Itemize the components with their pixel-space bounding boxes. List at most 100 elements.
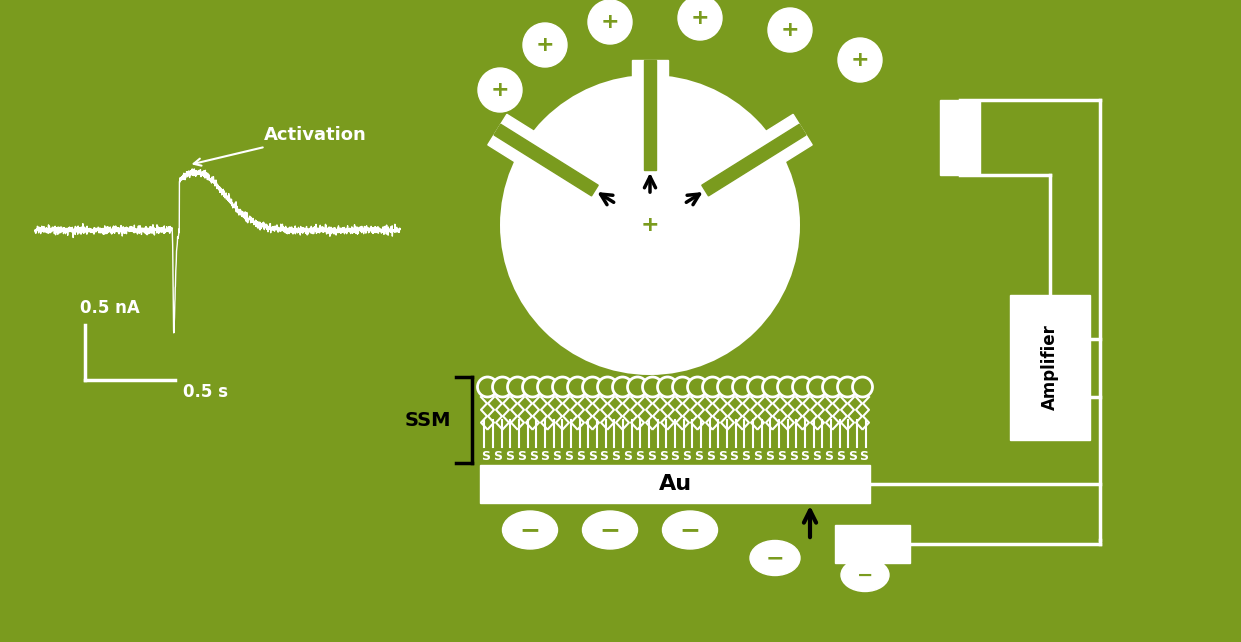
Circle shape bbox=[658, 377, 678, 397]
Text: S: S bbox=[599, 451, 608, 464]
Ellipse shape bbox=[841, 559, 889, 591]
Circle shape bbox=[630, 205, 670, 245]
Circle shape bbox=[628, 377, 648, 397]
Text: S: S bbox=[588, 451, 597, 464]
Circle shape bbox=[606, 180, 695, 270]
Text: S: S bbox=[647, 451, 655, 464]
Text: S: S bbox=[683, 451, 691, 464]
Text: S: S bbox=[659, 451, 668, 464]
Circle shape bbox=[673, 377, 692, 397]
Circle shape bbox=[838, 377, 858, 397]
Circle shape bbox=[508, 377, 527, 397]
Text: 0.5 nA: 0.5 nA bbox=[79, 299, 140, 317]
Text: +: + bbox=[691, 8, 710, 28]
Circle shape bbox=[768, 8, 812, 52]
Circle shape bbox=[808, 377, 828, 397]
Text: +: + bbox=[490, 80, 509, 100]
Circle shape bbox=[500, 75, 800, 375]
Circle shape bbox=[838, 38, 882, 82]
Circle shape bbox=[688, 377, 707, 397]
Circle shape bbox=[613, 377, 633, 397]
Text: S: S bbox=[670, 451, 680, 464]
Ellipse shape bbox=[750, 541, 800, 575]
Bar bbox=[480, 465, 870, 503]
Circle shape bbox=[493, 377, 513, 397]
Text: S: S bbox=[505, 451, 514, 464]
Circle shape bbox=[522, 23, 567, 67]
Text: S: S bbox=[789, 451, 798, 464]
Text: Amplifier: Amplifier bbox=[1041, 325, 1059, 410]
Text: S: S bbox=[516, 451, 526, 464]
Text: S: S bbox=[777, 451, 786, 464]
Bar bbox=[835, 525, 910, 563]
Circle shape bbox=[717, 377, 737, 397]
Text: S: S bbox=[576, 451, 585, 464]
Text: 0.5 s: 0.5 s bbox=[182, 383, 228, 401]
Polygon shape bbox=[488, 114, 604, 206]
Text: S: S bbox=[706, 451, 715, 464]
Circle shape bbox=[853, 377, 872, 397]
Circle shape bbox=[478, 377, 498, 397]
Text: −: − bbox=[856, 566, 874, 584]
Circle shape bbox=[522, 377, 542, 397]
Circle shape bbox=[628, 203, 671, 247]
Text: S: S bbox=[741, 451, 751, 464]
Text: −: − bbox=[520, 518, 541, 542]
Polygon shape bbox=[632, 60, 668, 170]
Text: −: − bbox=[599, 518, 620, 542]
Text: SSM: SSM bbox=[405, 410, 450, 429]
Circle shape bbox=[678, 0, 722, 40]
Ellipse shape bbox=[582, 511, 638, 549]
Circle shape bbox=[552, 377, 572, 397]
Circle shape bbox=[762, 377, 783, 397]
Text: −: − bbox=[680, 518, 700, 542]
Text: S: S bbox=[493, 451, 503, 464]
Text: S: S bbox=[529, 451, 537, 464]
Text: S: S bbox=[565, 451, 573, 464]
Text: S: S bbox=[623, 451, 632, 464]
Text: S: S bbox=[764, 451, 774, 464]
Text: S: S bbox=[541, 451, 550, 464]
Text: −: − bbox=[766, 548, 784, 568]
Text: Au: Au bbox=[659, 474, 691, 494]
Circle shape bbox=[537, 377, 557, 397]
Text: S: S bbox=[635, 451, 644, 464]
Bar bbox=[1010, 295, 1090, 440]
Text: S: S bbox=[824, 451, 833, 464]
Circle shape bbox=[567, 377, 587, 397]
Ellipse shape bbox=[503, 511, 557, 549]
Text: S: S bbox=[717, 451, 727, 464]
Circle shape bbox=[747, 377, 767, 397]
Polygon shape bbox=[696, 114, 812, 206]
Circle shape bbox=[823, 377, 843, 397]
Text: S: S bbox=[800, 451, 809, 464]
Circle shape bbox=[478, 68, 522, 112]
Text: S: S bbox=[836, 451, 845, 464]
Ellipse shape bbox=[663, 511, 717, 549]
Polygon shape bbox=[644, 60, 656, 170]
Bar bbox=[939, 100, 980, 175]
Circle shape bbox=[702, 377, 722, 397]
Text: S: S bbox=[694, 451, 704, 464]
Circle shape bbox=[530, 105, 769, 345]
Text: +: + bbox=[536, 35, 555, 55]
Circle shape bbox=[643, 377, 663, 397]
Circle shape bbox=[588, 0, 632, 44]
Text: S: S bbox=[813, 451, 822, 464]
Circle shape bbox=[793, 377, 813, 397]
Polygon shape bbox=[701, 125, 805, 196]
Circle shape bbox=[732, 377, 752, 397]
Text: S: S bbox=[860, 451, 869, 464]
Text: Activation: Activation bbox=[194, 126, 366, 166]
Circle shape bbox=[580, 155, 720, 295]
Text: S: S bbox=[552, 451, 561, 464]
Text: +: + bbox=[640, 215, 659, 235]
Circle shape bbox=[555, 130, 745, 320]
Text: S: S bbox=[730, 451, 738, 464]
Text: +: + bbox=[781, 20, 799, 40]
Circle shape bbox=[597, 377, 618, 397]
Circle shape bbox=[778, 377, 798, 397]
Text: +: + bbox=[601, 12, 619, 32]
Text: S: S bbox=[753, 451, 762, 464]
Text: S: S bbox=[482, 451, 490, 464]
